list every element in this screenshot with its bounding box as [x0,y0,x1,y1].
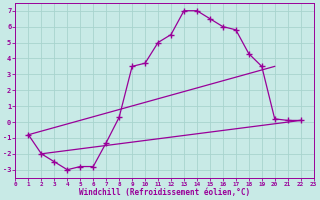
X-axis label: Windchill (Refroidissement éolien,°C): Windchill (Refroidissement éolien,°C) [79,188,250,197]
